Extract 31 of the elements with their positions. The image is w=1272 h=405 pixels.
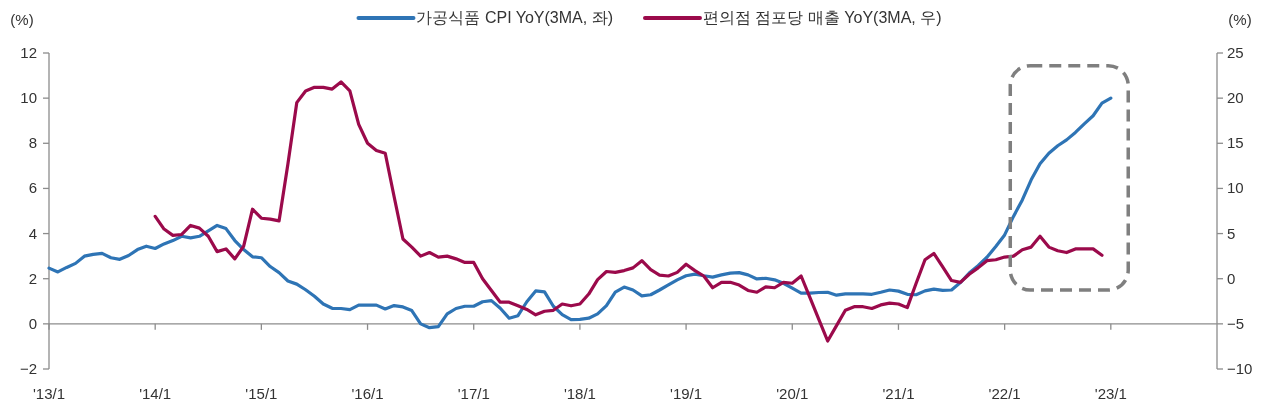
- y-tick-label: 2: [28, 269, 37, 287]
- x-tick-label: '19/1: [670, 385, 703, 402]
- y-tick-label: 10: [20, 89, 37, 107]
- y2-tick-label: 0: [1227, 269, 1236, 287]
- y-axis-title: (%): [10, 11, 34, 28]
- y-tick-label: 6: [28, 179, 37, 197]
- x-tick-label: '17/1: [457, 385, 490, 402]
- y-tick-label: 0: [28, 314, 37, 332]
- y2-tick-label: 20: [1227, 89, 1244, 107]
- x-tick-label: '18/1: [563, 385, 596, 402]
- x-tick-label: '22/1: [988, 385, 1021, 402]
- y2-tick-label: −10: [1227, 360, 1253, 377]
- x-tick-label: '23/1: [1094, 385, 1127, 402]
- x-tick-label: '14/1: [139, 385, 172, 402]
- x-tick-label: '16/1: [351, 385, 384, 402]
- y-tick-label: 8: [28, 134, 37, 152]
- y2-tick-label: 25: [1227, 44, 1244, 61]
- y2-axis-title: (%): [1228, 11, 1252, 28]
- legend-label: 가공식품 CPI YoY(3MA, 좌): [416, 9, 613, 26]
- y2-tick-label: 10: [1227, 179, 1244, 197]
- y2-tick-label: −5: [1227, 314, 1245, 332]
- y2-tick-label: 5: [1227, 224, 1236, 242]
- y-tick-label: 4: [28, 224, 37, 242]
- y-tick-label: −2: [19, 360, 37, 377]
- x-tick-label: '20/1: [776, 385, 809, 402]
- x-tick-label: '15/1: [245, 385, 278, 402]
- legend-label: 편의점 점포당 매출 YoY(3MA, 우): [702, 9, 942, 26]
- y2-tick-label: 15: [1227, 134, 1244, 152]
- y-tick-label: 12: [20, 44, 37, 61]
- x-tick-label: '13/1: [32, 385, 66, 402]
- x-tick-label: '21/1: [882, 385, 915, 402]
